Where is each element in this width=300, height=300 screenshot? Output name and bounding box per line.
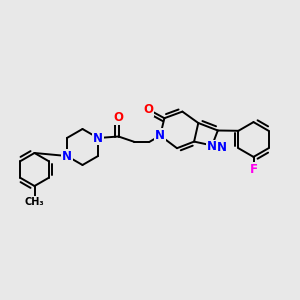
Text: N: N <box>217 141 227 154</box>
Text: N: N <box>62 149 72 163</box>
Text: CH₃: CH₃ <box>25 197 44 207</box>
Text: O: O <box>143 103 153 116</box>
Text: N: N <box>155 129 165 142</box>
Text: N: N <box>206 140 217 154</box>
Text: F: F <box>250 163 257 176</box>
Text: O: O <box>113 111 124 124</box>
Text: N: N <box>93 131 103 145</box>
